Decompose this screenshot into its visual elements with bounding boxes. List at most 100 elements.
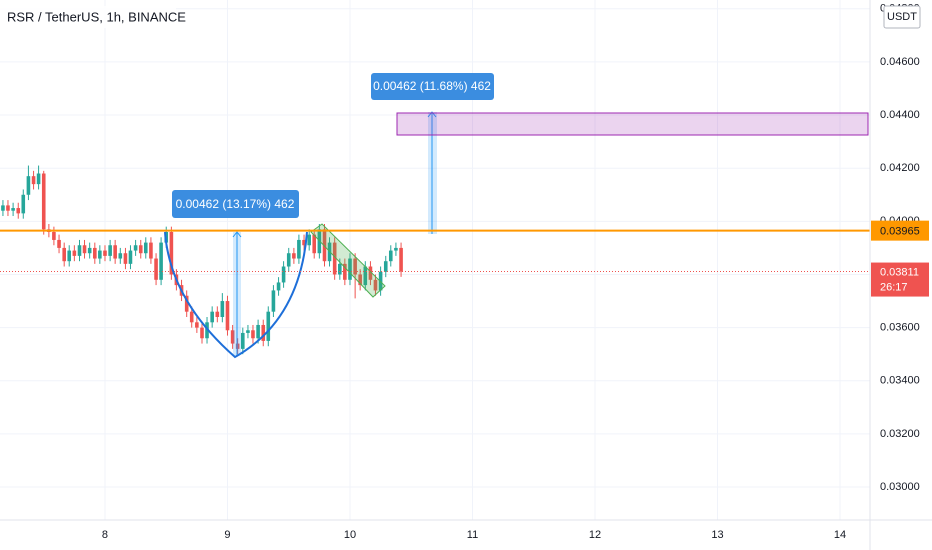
candle-body bbox=[36, 173, 41, 185]
y-tick-label: 0.03600 bbox=[880, 322, 920, 334]
candle-body bbox=[143, 242, 148, 254]
candle-body bbox=[154, 258, 158, 280]
x-tick-label: 8 bbox=[102, 529, 108, 541]
cup-drawing bbox=[164, 231, 308, 359]
candle-body bbox=[87, 247, 92, 254]
candle-body bbox=[67, 250, 72, 262]
y-tick-label: 0.04600 bbox=[880, 56, 920, 68]
candle-body bbox=[271, 290, 276, 312]
candle-body bbox=[399, 247, 403, 272]
candle-body bbox=[123, 253, 128, 264]
candle-body bbox=[215, 311, 220, 317]
candle-body bbox=[358, 274, 362, 286]
currency: USDT bbox=[887, 11, 917, 23]
candle-body bbox=[205, 322, 209, 339]
annotation: 0.00462 (13.17%) 462 bbox=[176, 197, 295, 211]
candle-body bbox=[383, 261, 388, 272]
chart-title: RSR / TetherUS, 1h, BINANCE bbox=[7, 9, 186, 24]
candle-body bbox=[230, 330, 235, 344]
candle-body bbox=[195, 322, 199, 328]
candle-body bbox=[322, 229, 327, 262]
candle-body bbox=[220, 301, 225, 317]
y-tick-label: 0.03200 bbox=[880, 428, 920, 440]
candle-body bbox=[108, 245, 112, 256]
candle-body bbox=[343, 263, 347, 280]
x-tick-label: 13 bbox=[711, 529, 723, 541]
candle-body bbox=[261, 324, 266, 341]
candle-body bbox=[251, 330, 255, 339]
candle-body bbox=[138, 245, 143, 254]
candle-body bbox=[225, 301, 230, 331]
candle-body bbox=[133, 245, 138, 251]
y-tick-label: 0.03000 bbox=[880, 481, 920, 493]
level-label-bg bbox=[871, 220, 929, 241]
candle-body bbox=[21, 194, 26, 214]
countdown: 26:17 bbox=[880, 281, 908, 293]
candle-body bbox=[266, 311, 271, 341]
currency-box bbox=[883, 5, 921, 29]
measure-arrowhead bbox=[232, 231, 242, 238]
candle-body bbox=[11, 208, 15, 211]
candle-body bbox=[57, 239, 61, 248]
last-price-bg bbox=[871, 262, 929, 297]
y-tick-label: 0.04200 bbox=[880, 162, 920, 174]
candle-body bbox=[113, 245, 117, 259]
candle-body bbox=[235, 343, 240, 349]
candle-body bbox=[281, 266, 286, 283]
candle-body bbox=[348, 258, 352, 280]
candle-body bbox=[1, 205, 5, 211]
candle-body bbox=[98, 250, 102, 259]
candle-body bbox=[184, 295, 189, 312]
candle-body bbox=[373, 279, 378, 291]
candle-body bbox=[246, 330, 250, 333]
candle-body bbox=[62, 247, 66, 262]
candle-body bbox=[210, 311, 214, 323]
candle-body bbox=[118, 253, 123, 259]
y-tick-label: 0.04400 bbox=[880, 109, 920, 121]
candle-body bbox=[31, 176, 36, 185]
candle-body bbox=[16, 208, 21, 214]
candle-body bbox=[149, 242, 153, 259]
candle-body bbox=[388, 250, 393, 262]
x-tick-label: 11 bbox=[467, 529, 478, 541]
candle-body bbox=[72, 250, 77, 256]
candle-body bbox=[103, 250, 107, 256]
candle-body bbox=[77, 245, 82, 256]
flag-channel bbox=[310, 223, 386, 298]
axes: 0.030000.032000.034000.036000.038000.040… bbox=[102, 3, 929, 541]
candle-body bbox=[286, 253, 291, 267]
level-label: 0.03965 bbox=[880, 226, 920, 238]
candle-body bbox=[368, 266, 373, 280]
candle-body bbox=[256, 324, 260, 339]
x-tick-label: 10 bbox=[344, 529, 356, 541]
candle-body bbox=[312, 234, 317, 254]
title-bg bbox=[0, 6, 176, 28]
candle-body bbox=[189, 311, 194, 323]
candle-body bbox=[128, 250, 133, 264]
candle-body bbox=[302, 239, 306, 246]
candle-body bbox=[363, 266, 368, 286]
candle-body bbox=[200, 327, 204, 339]
candle-body bbox=[159, 242, 163, 280]
y-tick-label: 0.03400 bbox=[880, 375, 920, 387]
candle-body bbox=[169, 231, 174, 275]
candle-body bbox=[292, 253, 296, 259]
annotation-box bbox=[172, 190, 299, 218]
x-tick-label: 12 bbox=[589, 529, 601, 541]
candle-body bbox=[338, 263, 342, 275]
candle-body bbox=[332, 242, 337, 275]
candle-body bbox=[52, 231, 56, 240]
annotation: 0.00462 (11.68%) 462 bbox=[373, 79, 491, 93]
candles bbox=[1, 165, 403, 355]
last-price-label: 0.03811 bbox=[880, 266, 919, 278]
candle-body bbox=[353, 258, 357, 275]
x-tick-label: 9 bbox=[224, 529, 230, 541]
target-zone bbox=[396, 112, 869, 136]
candle-body bbox=[394, 247, 398, 251]
annotation-box bbox=[371, 73, 494, 100]
candle-body bbox=[307, 234, 311, 246]
candle-body bbox=[41, 173, 46, 230]
candle-body bbox=[93, 247, 97, 259]
